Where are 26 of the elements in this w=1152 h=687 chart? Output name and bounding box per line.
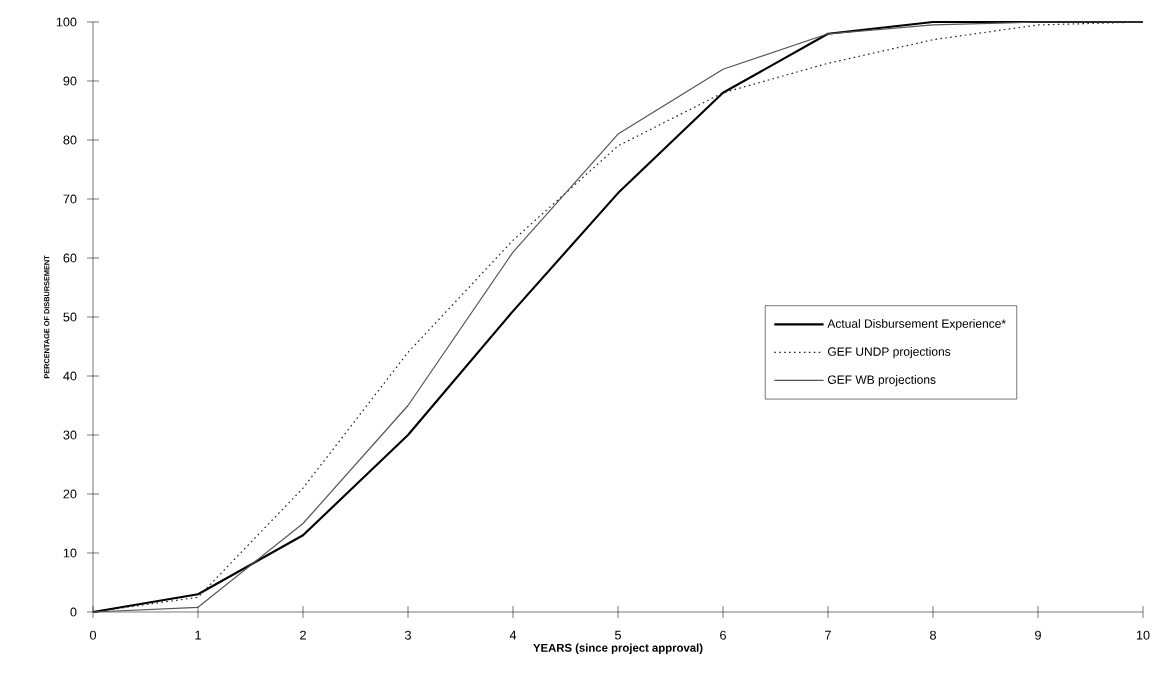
x-tick-label: 3 [404, 630, 411, 640]
x-tick-label: 5 [614, 630, 622, 640]
y-tick-label: 10 [63, 548, 77, 558]
x-tick-label: 1 [195, 630, 201, 640]
y-tick-label: 40 [63, 371, 77, 381]
legend-label: GEF WB projections [827, 375, 936, 387]
x-tick-label: 6 [720, 630, 726, 640]
y-tick-label: 80 [63, 135, 77, 145]
y-tick-label: 30 [63, 430, 77, 440]
x-axis-title: YEARS (since project approval) [533, 643, 703, 655]
y-tick-label: 100 [56, 17, 77, 27]
legend-label: Actual Disbursement Experience* [827, 319, 1006, 331]
x-tick-label: 2 [300, 630, 306, 640]
x-tick-label: 8 [930, 630, 936, 640]
y-tick-label: 90 [63, 76, 77, 86]
y-tick-label: 50 [63, 312, 77, 322]
x-tick-label: 9 [1035, 630, 1041, 640]
y-tick-label: 70 [63, 194, 77, 204]
x-tick-label: 0 [89, 630, 97, 640]
x-tick-label: 10 [1136, 630, 1150, 640]
y-tick-label: 60 [63, 253, 77, 263]
y-tick-label: 0 [70, 607, 77, 617]
x-tick-label: 7 [825, 630, 831, 640]
legend-label: GEF UNDP projections [827, 347, 951, 359]
x-tick-label: 4 [509, 630, 517, 640]
y-tick-label: 20 [63, 489, 77, 499]
